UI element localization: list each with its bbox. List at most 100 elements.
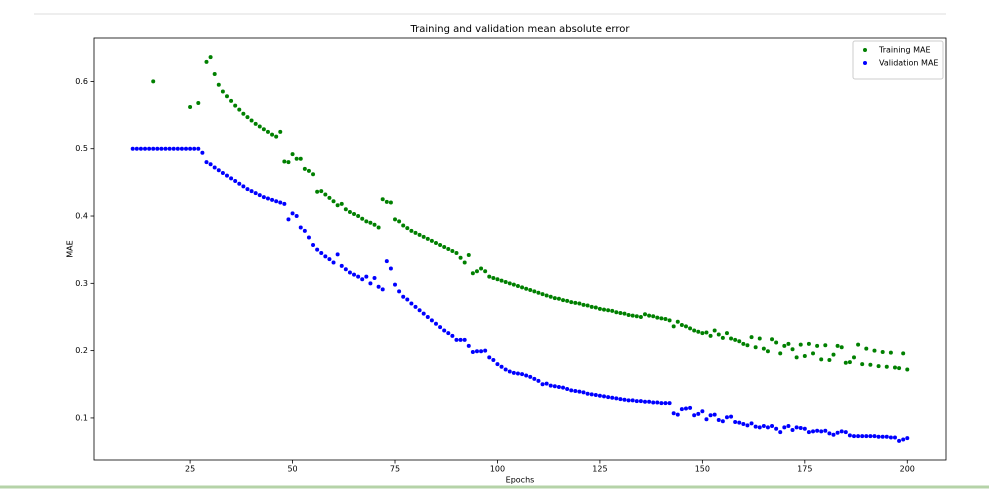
data-point — [290, 211, 295, 216]
data-point — [802, 426, 807, 431]
data-point — [602, 394, 607, 399]
data-point — [811, 429, 816, 434]
data-point — [401, 223, 406, 228]
data-point — [286, 160, 291, 165]
data-point — [257, 124, 262, 129]
data-point — [872, 434, 877, 439]
data-point — [483, 348, 488, 353]
x-tick-label: 25 — [185, 465, 195, 474]
plot-area — [93, 37, 947, 461]
x-tick-label: 175 — [797, 465, 812, 474]
data-point — [241, 111, 246, 116]
data-point — [733, 419, 738, 424]
data-point — [782, 343, 787, 348]
data-point — [450, 249, 455, 254]
data-point — [311, 242, 316, 247]
data-point — [712, 412, 717, 417]
data-point — [270, 197, 275, 202]
data-point — [864, 434, 869, 439]
data-point — [655, 315, 660, 320]
data-point — [192, 146, 197, 151]
data-point — [470, 271, 475, 276]
data-point — [208, 55, 213, 60]
data-point — [573, 300, 578, 305]
data-point — [294, 214, 299, 219]
data-point — [556, 384, 561, 389]
data-point — [311, 172, 316, 177]
data-point — [569, 388, 574, 393]
data-point — [573, 389, 578, 394]
data-point — [675, 412, 680, 417]
data-point — [880, 349, 885, 354]
data-point — [352, 212, 357, 217]
data-point — [815, 343, 820, 348]
data-point — [823, 343, 828, 348]
data-point — [708, 333, 713, 338]
data-point — [729, 336, 734, 341]
data-point — [327, 257, 332, 262]
data-point — [425, 236, 430, 241]
data-point — [630, 313, 635, 318]
data-point — [897, 438, 902, 443]
data-point — [569, 300, 574, 305]
data-point — [544, 381, 549, 386]
data-point — [565, 386, 570, 391]
data-point — [245, 115, 250, 120]
data-point — [216, 82, 221, 87]
data-point — [585, 303, 590, 308]
data-point — [737, 420, 742, 425]
data-point — [171, 146, 176, 151]
data-point — [474, 349, 479, 354]
data-point — [315, 189, 320, 194]
data-point — [286, 217, 291, 222]
data-point — [306, 168, 311, 173]
data-point — [860, 434, 865, 439]
data-point — [249, 118, 254, 123]
data-point — [786, 341, 791, 346]
data-point — [811, 351, 816, 356]
data-point — [716, 332, 721, 337]
data-point — [454, 251, 459, 256]
data-point — [630, 398, 635, 403]
data-point — [495, 277, 500, 282]
data-point — [876, 364, 881, 369]
data-point — [532, 376, 537, 381]
data-point — [360, 277, 365, 282]
data-point — [856, 342, 861, 347]
data-point — [671, 411, 676, 416]
data-point — [745, 423, 750, 428]
data-point — [700, 409, 705, 414]
x-tick-label: 100 — [490, 465, 505, 474]
data-point — [683, 324, 688, 329]
data-point — [618, 310, 623, 315]
data-point — [655, 400, 660, 405]
data-point — [167, 146, 172, 151]
data-point — [151, 79, 156, 84]
data-point — [372, 222, 377, 227]
data-point — [237, 181, 242, 186]
data-point — [696, 329, 701, 334]
data-point — [343, 267, 348, 272]
data-point — [216, 168, 221, 173]
data-point — [831, 432, 836, 437]
data-point — [642, 399, 647, 404]
data-point — [860, 362, 865, 367]
data-point — [851, 355, 856, 360]
data-point — [606, 395, 611, 400]
data-point — [622, 311, 627, 316]
data-point — [696, 411, 701, 416]
data-point — [335, 252, 340, 257]
data-point — [499, 278, 504, 283]
data-point — [462, 337, 467, 342]
data-point — [380, 197, 385, 202]
data-point — [577, 301, 582, 306]
data-point — [388, 200, 393, 205]
data-point — [778, 351, 783, 356]
data-point — [360, 216, 365, 221]
data-point — [790, 347, 795, 352]
data-point — [429, 238, 434, 243]
data-point — [892, 365, 897, 370]
data-point — [827, 431, 832, 436]
x-tick-label: 125 — [592, 465, 607, 474]
data-point — [831, 352, 836, 357]
